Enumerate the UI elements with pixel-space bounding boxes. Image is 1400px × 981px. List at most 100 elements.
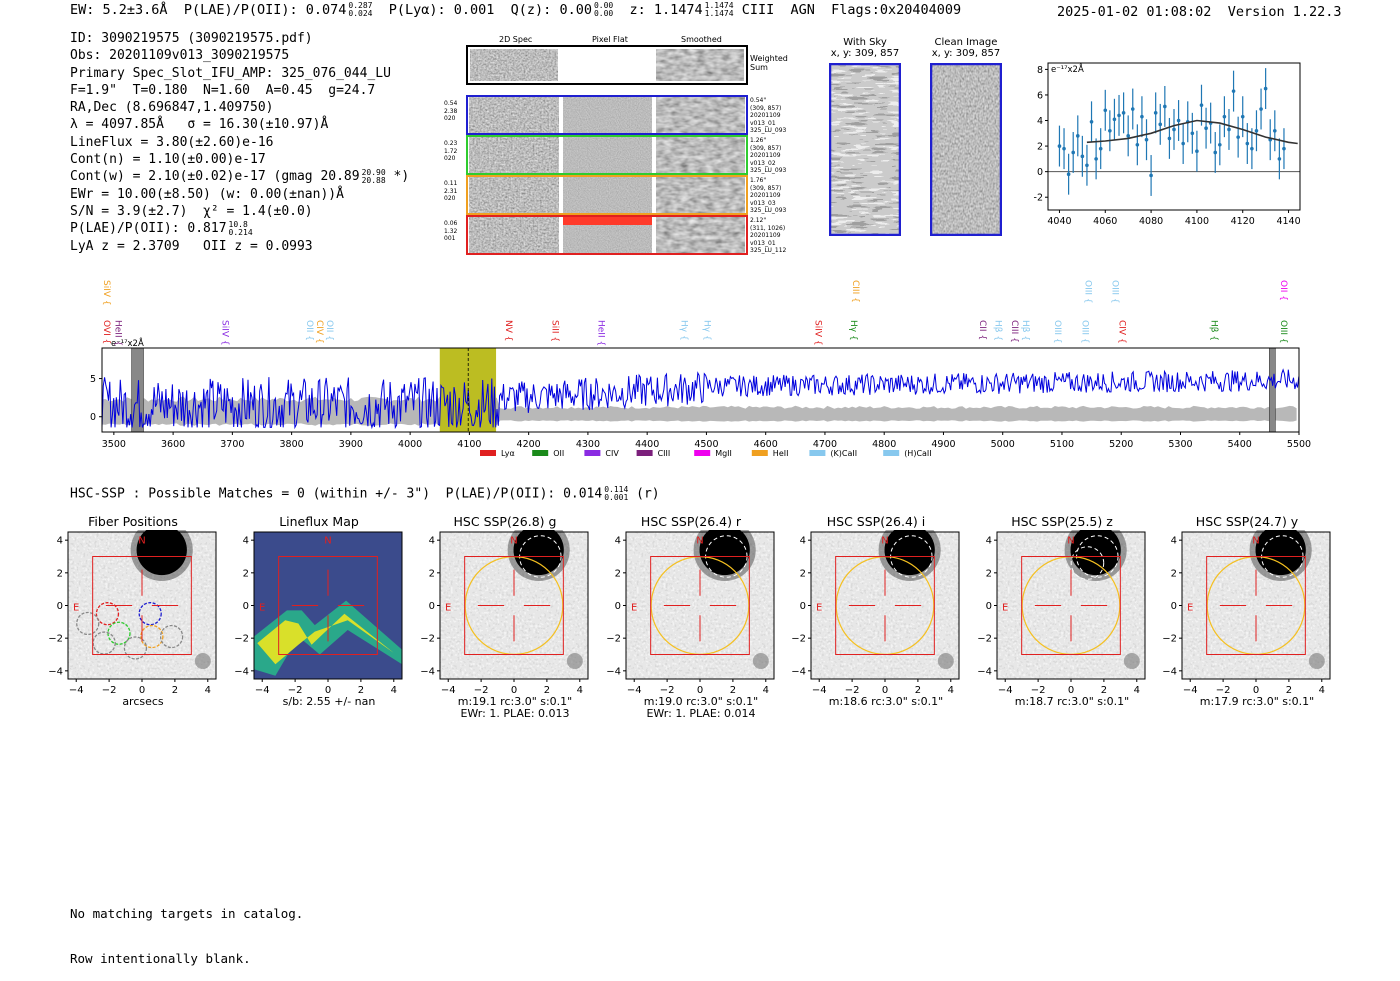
y-tick-label: 4: [1037, 116, 1043, 127]
agn-flag: AGN: [790, 2, 815, 18]
y-axis-label: e⁻¹⁷x2Å: [111, 337, 144, 349]
x-tick-label: −4: [812, 685, 827, 696]
y-tick-label: −2: [977, 634, 992, 645]
y-tick-label: 2: [57, 568, 63, 579]
cutout-row: [466, 95, 748, 135]
emission-line-label: SiIV {: [219, 320, 229, 346]
data-point: [1172, 127, 1176, 132]
data-point: [1144, 137, 1149, 142]
data-point: [1140, 114, 1144, 119]
x-tick-label: 4: [577, 685, 583, 696]
legend-label: MgII: [715, 449, 732, 458]
data-point: [1227, 127, 1231, 132]
cutout-row: [466, 135, 748, 175]
panel-caption: m:17.9 rc:3.0" s:0.1": [1199, 695, 1315, 708]
search-box: [650, 556, 750, 655]
x-tick-label: 4080: [1139, 216, 1163, 227]
data-point: [1236, 135, 1240, 139]
panel-title: HSC SSP(26.4) i: [826, 514, 926, 529]
panel-title: Lineflux Map: [279, 514, 359, 529]
emission-line-label: OIII {: [1278, 320, 1288, 344]
data-point: [1121, 111, 1126, 115]
legend-label: CIV: [605, 449, 619, 458]
east-marker: E: [73, 602, 79, 613]
data-point: [1254, 128, 1259, 133]
y-tick-label: −2: [606, 634, 621, 645]
data-point: [1089, 120, 1094, 124]
data-point: [1158, 122, 1163, 127]
x-tick-label: 2: [1286, 685, 1292, 696]
y-tick-label: 0: [243, 601, 249, 612]
cutout-row: [466, 215, 748, 255]
flags-value: Flags:0x20404009: [831, 2, 962, 18]
panel-caption: arcsecs: [122, 695, 164, 708]
legend-swatch: [636, 450, 653, 456]
col-header-flat: Pixel Flat: [592, 35, 628, 44]
y-tick-label: 2: [429, 568, 435, 579]
emission-line-label: OIII {: [1080, 320, 1090, 344]
plya-value: P(Lyα): 0.001: [388, 2, 495, 18]
x-tick-label: −4: [441, 685, 456, 696]
legend-swatch: [809, 450, 826, 456]
cutout-strips: [466, 45, 748, 255]
legend-swatch: [751, 450, 768, 456]
emission-line-label: Hγ {: [702, 320, 712, 341]
data-point: [1167, 136, 1172, 141]
data-point: [1231, 89, 1236, 93]
data-point: [1112, 117, 1117, 122]
north-marker: N: [324, 535, 331, 546]
fiber-circle: [95, 602, 120, 626]
masked-region: [1269, 347, 1276, 433]
data-point: [1130, 107, 1135, 111]
x-tick-label: 4800: [872, 439, 896, 450]
data-point: [1181, 141, 1185, 146]
x-tick-label: 0: [697, 685, 703, 696]
y-tick-label: 4: [57, 536, 63, 547]
spectrum-line: [101, 368, 1300, 430]
legend-label: (K)CaII: [830, 449, 857, 458]
emission-line-label: NV {: [503, 320, 513, 341]
x-tick-label: 4: [391, 685, 397, 696]
east-marker: E: [259, 602, 265, 613]
emission-line-label: CIII {: [850, 280, 860, 303]
fiber-circle: [123, 636, 148, 660]
weighted-sum-2d: [470, 49, 558, 81]
legend-label: Lyα: [501, 449, 515, 458]
fiber-circle: [92, 631, 116, 655]
legend-swatch: [694, 450, 711, 456]
panel-title: HSC SSP(26.4) r: [640, 514, 742, 529]
image-panel: Lineflux Map N E −4 −4 −2 −2 0 0 2 2 4 4 s/b: 2.55 +/…: [214, 510, 404, 725]
info-obs: Obs: 20201109v013_3090219575: [70, 48, 290, 64]
cutout-row-right-label: 1.76" (309, 857) 20201109 v013_03 325_LU…: [750, 177, 787, 214]
y-tick-label: 4: [1171, 536, 1177, 547]
x-tick-label: 4140: [1276, 216, 1300, 227]
cutout-row-right-label: 2.12" (311, 1026) 20201109 v013_01 325_L…: [750, 217, 787, 254]
data-point: [1245, 141, 1250, 146]
y-tick-label: 2: [800, 568, 806, 579]
y-tick-label: 0: [800, 601, 806, 612]
data-point: [1273, 128, 1277, 133]
x-tick-label: 3600: [161, 439, 185, 450]
panel-title: HSC SSP(25.5) z: [1011, 514, 1113, 529]
y-tick-label: 4: [243, 536, 249, 547]
x-tick-label: 4300: [576, 439, 600, 450]
header-datetime: 2025-01-02 01:08:02 Version 1.22.3: [1057, 4, 1342, 20]
y-tick-label: −2: [420, 634, 435, 645]
data-point: [1098, 146, 1103, 151]
search-box: [92, 556, 192, 655]
info-params: F=1.9" T=0.180 N=1.60 A=0.45 g=24.7: [70, 82, 376, 98]
fiber-circle: [138, 602, 162, 626]
x-tick-label: 4: [763, 685, 769, 696]
x-tick-label: 5300: [1168, 439, 1192, 450]
data-point: [1057, 144, 1062, 148]
emission-line-label: CIV {: [1116, 320, 1126, 344]
panel-image: N E −4 −4 −2 −2 0 0 2 2 4 4: [1162, 530, 1331, 696]
info-radec: RA,Dec (8.696847,1.409750): [70, 100, 274, 116]
x-tick-label: 4: [205, 685, 211, 696]
x-tick-label: 0: [882, 685, 888, 696]
emission-line-label: SiII {: [549, 320, 559, 342]
fiber-circle: [140, 624, 164, 649]
info-plae: P(LAE)/P(OII): 0.817 10.8 0.214: [70, 219, 253, 237]
y-tick-label: 0: [57, 601, 63, 612]
x-tick-label: 4: [1134, 685, 1140, 696]
